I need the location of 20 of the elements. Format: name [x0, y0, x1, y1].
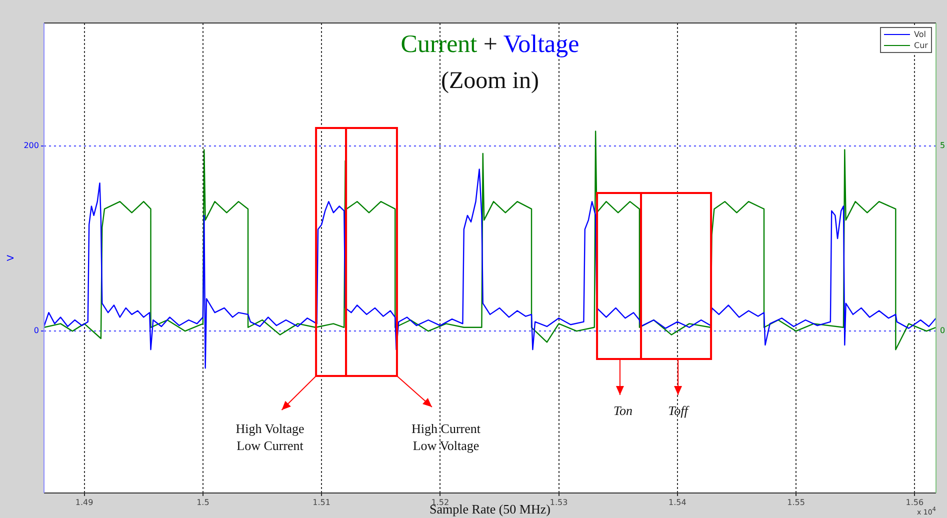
x-tick-label: 1.49: [75, 498, 94, 507]
annotation: Ton: [613, 403, 632, 418]
annotation: Toff: [668, 403, 688, 418]
y2-tick-label: 0: [940, 326, 946, 336]
x-tick-label: 1.55: [787, 498, 805, 507]
x-tick-label: 1.52: [431, 498, 450, 507]
legend-label: Cur: [914, 41, 928, 50]
x-tick-label: 1.53: [550, 498, 568, 507]
annotation: High Current Low Voltage: [410, 420, 482, 454]
text: (Zoom in): [440, 68, 540, 95]
chart-title: Current + Voltage: [400, 31, 580, 58]
y-axis-title: V: [6, 254, 17, 262]
x-tick-label: 1.56: [906, 498, 924, 507]
legend-label: Vol: [914, 30, 926, 39]
x-tick-label: 1.51: [312, 498, 330, 507]
x-tick-label: 1.5: [196, 498, 210, 507]
y2-tick-label: 5: [940, 141, 946, 150]
x-tick-label: 1.54: [668, 498, 686, 507]
annotation: High Voltage Low Current: [234, 420, 306, 454]
y-tick-label: 200: [24, 141, 39, 150]
